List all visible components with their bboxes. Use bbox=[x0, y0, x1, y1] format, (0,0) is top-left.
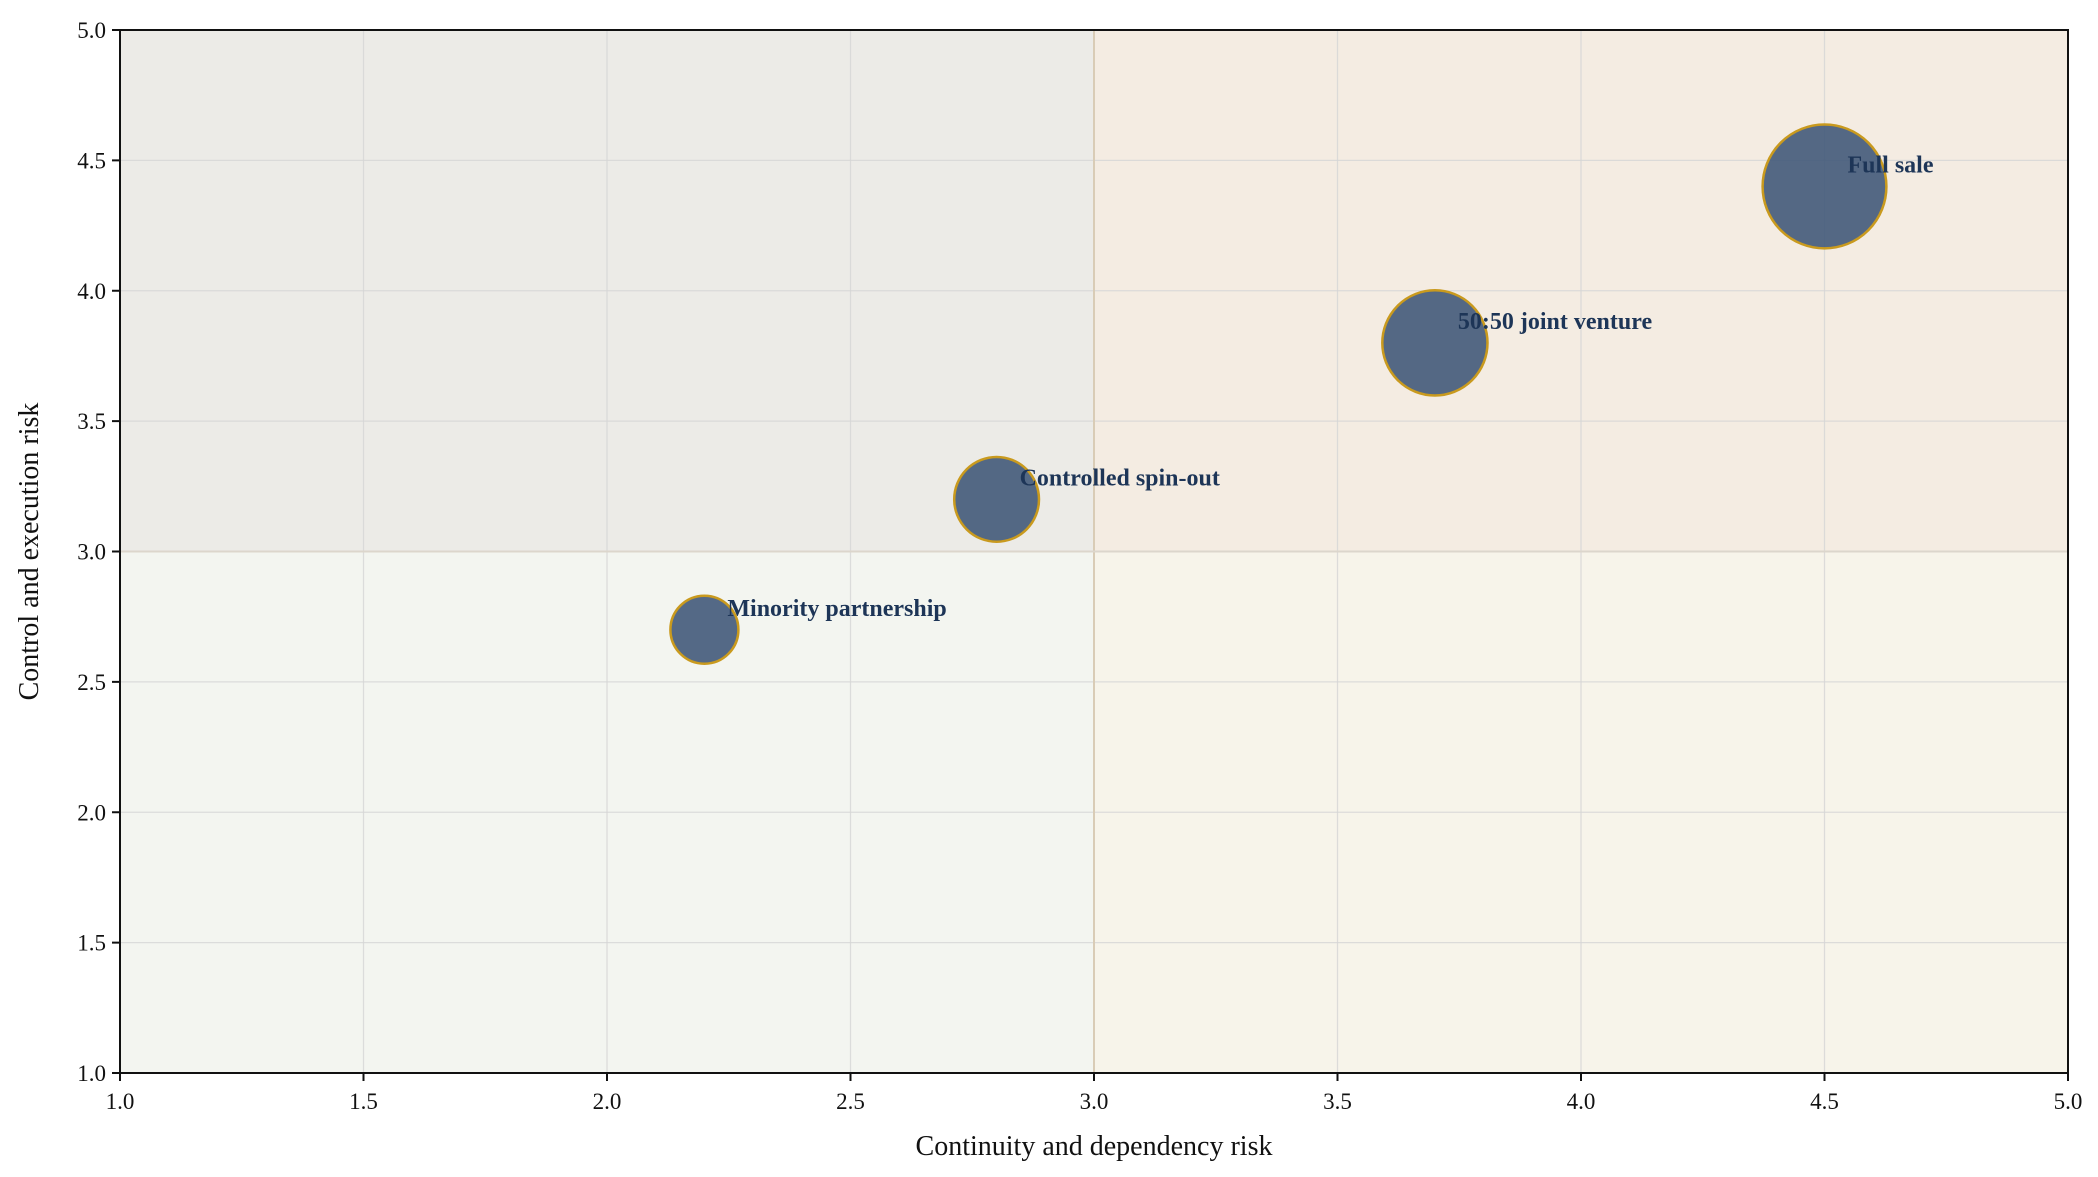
y-axis-ticks: 1.0 1.5 2.0 2.5 3.0 3.5 4.0 4.5 5.0 bbox=[77, 18, 120, 1086]
bubble-labels: Minority partnership Controlled spin-out 5… bbox=[727, 153, 1933, 622]
bubble-label: Minority partnership bbox=[727, 596, 946, 622]
bubble-label: Full sale bbox=[1848, 153, 1934, 179]
y-tick-label: 3.0 bbox=[77, 540, 106, 565]
bubble-point bbox=[1761, 123, 1888, 250]
y-tick-label: 4.0 bbox=[77, 279, 106, 304]
x-tick-label: 4.5 bbox=[1810, 1089, 1839, 1114]
y-tick-label: 5.0 bbox=[77, 18, 106, 43]
x-tick-label: 1.5 bbox=[349, 1089, 378, 1114]
x-tick-label: 3.5 bbox=[1323, 1089, 1352, 1114]
bubbles bbox=[669, 123, 1888, 665]
y-tick-label: 1.5 bbox=[77, 931, 106, 956]
x-tick-label: 2.0 bbox=[593, 1089, 622, 1114]
quadrant-dividers bbox=[120, 30, 2068, 1073]
bubble-point bbox=[952, 455, 1041, 544]
bubble-label: Controlled spin-out bbox=[1020, 465, 1220, 491]
y-axis-label: Control and execution risk bbox=[14, 403, 45, 701]
y-tick-label: 1.0 bbox=[77, 1061, 106, 1086]
x-tick-label: 5.0 bbox=[2054, 1089, 2083, 1114]
x-tick-label: 3.0 bbox=[1080, 1089, 1109, 1114]
x-tick-label: 4.0 bbox=[1567, 1089, 1596, 1114]
bubble-label: 50:50 joint venture bbox=[1458, 309, 1653, 335]
x-axis-label: Continuity and dependency risk bbox=[916, 1131, 1273, 1162]
x-axis-ticks: 1.0 1.5 2.0 2.5 3.0 3.5 4.0 4.5 5.0 bbox=[106, 1073, 2083, 1114]
y-tick-label: 4.5 bbox=[77, 148, 106, 173]
bubble-point bbox=[1381, 289, 1489, 397]
y-tick-label: 3.5 bbox=[77, 409, 106, 434]
x-tick-label: 2.5 bbox=[836, 1089, 865, 1114]
bubble-point bbox=[669, 594, 740, 665]
x-tick-label: 1.0 bbox=[106, 1089, 135, 1114]
y-tick-label: 2.0 bbox=[77, 800, 106, 825]
y-tick-label: 2.5 bbox=[77, 670, 106, 695]
